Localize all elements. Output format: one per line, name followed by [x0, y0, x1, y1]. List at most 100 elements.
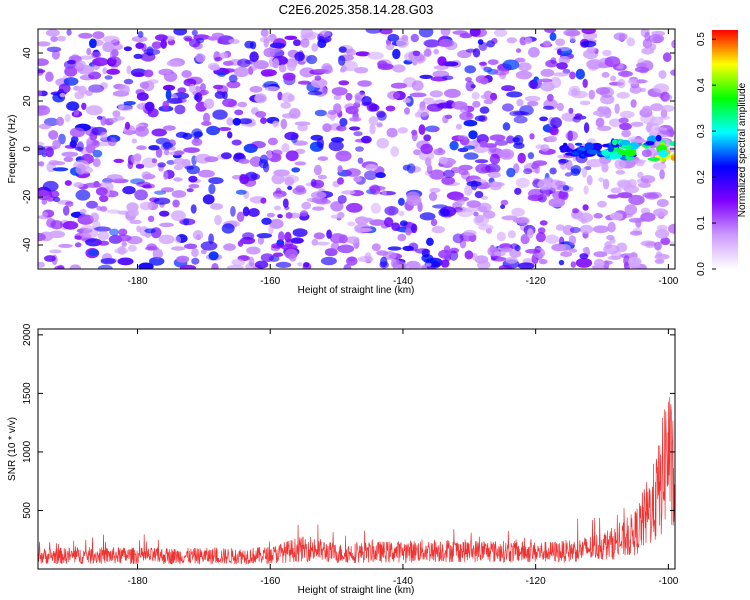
heat-cell — [353, 131, 363, 137]
heat-cell — [535, 232, 546, 243]
heat-cell — [311, 43, 319, 52]
heat-cell — [614, 103, 620, 114]
heat-cell — [41, 198, 48, 205]
heat-cell — [520, 234, 530, 245]
heat-cell — [652, 162, 667, 170]
heat-cell — [494, 139, 508, 146]
heat-cell — [571, 90, 588, 99]
heat-cell — [214, 91, 226, 99]
heat-cell — [502, 122, 511, 131]
heat-cell — [662, 94, 673, 101]
heat-cell — [440, 259, 450, 268]
heat-cell — [636, 79, 647, 84]
heat-cell — [260, 197, 267, 204]
heat-cell — [443, 169, 455, 178]
heat-cell — [457, 209, 474, 218]
heat-cell — [175, 131, 188, 138]
heat-cell — [365, 29, 382, 34]
heat-cell — [540, 68, 555, 77]
heat-cell — [117, 103, 125, 110]
heat-cell — [658, 70, 667, 79]
heat-cell — [419, 212, 436, 221]
heat-cell — [294, 161, 307, 166]
heat-cell — [544, 29, 556, 33]
heat-cell — [630, 230, 643, 236]
signal-cell — [672, 152, 675, 157]
heat-cell — [466, 181, 482, 187]
heat-cell — [552, 72, 569, 77]
heat-cell — [615, 169, 626, 175]
heat-cell — [549, 32, 557, 41]
heat-cell — [418, 124, 426, 135]
heat-cell — [457, 199, 465, 205]
heat-cell — [219, 52, 229, 59]
heat-cell — [312, 206, 325, 211]
heat-cell — [490, 92, 498, 101]
heat-cell — [409, 92, 427, 98]
heat-cell — [155, 34, 168, 41]
heat-cell — [191, 128, 203, 139]
heat-cell — [108, 117, 118, 123]
colorbar-tick-label: 0.3 — [696, 124, 707, 138]
snr-xlabel: Height of straight line (km) — [298, 585, 415, 596]
heat-cell — [514, 187, 522, 195]
heat-cell — [153, 197, 171, 205]
heat-cell — [338, 46, 347, 53]
heat-cell — [191, 257, 200, 265]
heat-cell — [73, 109, 80, 117]
signal-cell — [574, 142, 583, 146]
snr-panel: -180 -160 -140 -120 -100 500 1000 1500 2000 Hei… — [7, 323, 679, 596]
heat-cell — [254, 93, 267, 104]
heat-cell — [375, 172, 386, 179]
heat-cell — [539, 220, 548, 226]
heat-cell — [38, 145, 46, 156]
heat-cell — [510, 243, 519, 250]
heat-cell — [429, 169, 445, 180]
heat-cell — [228, 74, 238, 83]
heat-cell — [251, 60, 258, 71]
heat-cell — [155, 147, 163, 158]
heat-cell — [144, 101, 155, 112]
heat-cell — [623, 255, 630, 267]
heat-cell — [38, 105, 51, 116]
heat-cell — [143, 69, 154, 78]
heat-cell — [67, 59, 76, 65]
heat-cell — [391, 222, 401, 231]
heat-cell — [402, 97, 411, 104]
heat-cell — [345, 236, 360, 244]
heat-cell — [191, 29, 198, 36]
heat-cell — [423, 134, 432, 142]
colorbar-tick-label: 0.5 — [696, 32, 707, 46]
heat-cell — [81, 102, 87, 111]
heat-cell — [647, 122, 654, 127]
heat-cell — [202, 194, 215, 205]
heat-cell — [99, 206, 108, 212]
colorbar-tick-label: 0.1 — [696, 216, 707, 230]
heat-cell — [501, 85, 516, 92]
heat-cell — [354, 67, 369, 74]
x-tick-label: -160 — [260, 576, 280, 587]
heat-cell — [377, 111, 387, 121]
signal-cell — [625, 144, 632, 150]
heat-cell — [494, 251, 506, 257]
heat-cell — [263, 47, 276, 58]
heat-cell — [254, 260, 269, 269]
heat-cell — [200, 249, 207, 255]
heat-cell — [98, 240, 110, 246]
heat-cell — [282, 198, 289, 208]
heat-cell — [422, 97, 435, 105]
heat-cell — [65, 201, 74, 207]
heat-cell — [357, 157, 364, 164]
heat-cell — [285, 212, 293, 219]
snr-line — [38, 397, 675, 565]
heat-cell — [527, 100, 539, 107]
heat-cell — [498, 264, 513, 269]
heat-cell — [614, 159, 626, 170]
heat-cell — [266, 150, 273, 159]
heat-cell — [653, 208, 668, 217]
x-tick-label: -100 — [658, 576, 678, 587]
heat-cell — [656, 198, 669, 208]
heat-cell — [433, 148, 446, 156]
heat-cell — [246, 246, 261, 255]
y-tick-label: 2000 — [22, 323, 33, 346]
